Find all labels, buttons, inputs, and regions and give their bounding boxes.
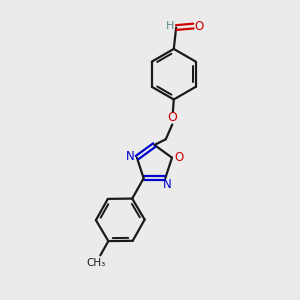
Text: O: O <box>167 111 177 124</box>
Text: O: O <box>174 151 183 164</box>
Text: N: N <box>126 150 135 163</box>
Text: N: N <box>163 178 171 191</box>
Text: O: O <box>195 20 204 33</box>
Text: H: H <box>165 21 174 31</box>
Text: CH₃: CH₃ <box>87 258 106 268</box>
